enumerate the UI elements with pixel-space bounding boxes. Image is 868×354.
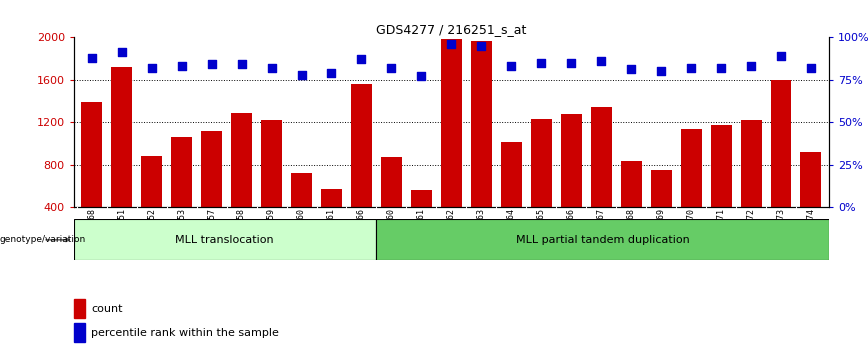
Text: GSM307958: GSM307958	[237, 208, 247, 253]
Point	[595, 58, 608, 64]
Point	[414, 73, 428, 79]
Text: count: count	[91, 304, 122, 314]
Point	[504, 63, 518, 69]
Point	[294, 72, 308, 78]
Text: GSM307966: GSM307966	[357, 208, 366, 253]
Bar	[171, 137, 192, 207]
Text: GSM366160: GSM366160	[387, 208, 396, 253]
Text: GSM366165: GSM366165	[536, 208, 546, 253]
Bar	[441, 39, 462, 207]
Bar	[470, 41, 492, 207]
Text: MLL partial tandem duplication: MLL partial tandem duplication	[516, 235, 689, 245]
Text: GSM366169: GSM366169	[656, 208, 666, 253]
Bar	[711, 125, 732, 207]
Text: GSM307957: GSM307957	[207, 208, 216, 253]
Point	[744, 63, 758, 69]
Point	[475, 43, 489, 48]
Bar	[621, 161, 641, 207]
Text: GSM366172: GSM366172	[746, 208, 755, 253]
Bar	[321, 189, 342, 207]
Bar	[201, 131, 222, 207]
Point	[205, 62, 219, 67]
Bar	[561, 114, 582, 207]
Text: GSM366166: GSM366166	[567, 208, 575, 253]
Point	[774, 53, 788, 59]
Title: GDS4277 / 216251_s_at: GDS4277 / 216251_s_at	[376, 23, 527, 36]
Text: GSM304968: GSM304968	[88, 208, 96, 253]
Text: GSM366163: GSM366163	[477, 208, 486, 253]
Bar	[681, 129, 701, 207]
Text: GSM307953: GSM307953	[177, 208, 186, 253]
Bar	[74, 299, 84, 318]
Bar	[740, 120, 761, 207]
Bar	[82, 102, 102, 207]
Bar	[591, 107, 612, 207]
Bar	[141, 156, 162, 207]
Point	[265, 65, 279, 70]
Bar	[411, 190, 432, 207]
Point	[85, 55, 99, 61]
Point	[354, 56, 368, 62]
Text: GSM366173: GSM366173	[777, 208, 786, 253]
Text: genotype/variation: genotype/variation	[0, 235, 86, 244]
Text: GSM366174: GSM366174	[806, 208, 815, 253]
Point	[535, 60, 549, 65]
Point	[444, 41, 458, 47]
Bar	[771, 80, 792, 207]
Text: GSM366162: GSM366162	[447, 208, 456, 253]
Bar	[376, 219, 829, 260]
Point	[564, 60, 578, 65]
Text: GSM307961: GSM307961	[327, 208, 336, 253]
Point	[234, 62, 248, 67]
Point	[654, 68, 668, 74]
Point	[145, 65, 159, 70]
Bar	[381, 157, 402, 207]
Text: GSM366167: GSM366167	[596, 208, 606, 253]
Text: GSM307952: GSM307952	[148, 208, 156, 253]
Point	[624, 67, 638, 72]
Text: GSM307951: GSM307951	[117, 208, 126, 253]
Bar	[351, 84, 372, 207]
Bar	[501, 142, 522, 207]
Point	[174, 63, 188, 69]
Text: percentile rank within the sample: percentile rank within the sample	[91, 327, 279, 338]
Bar	[651, 170, 672, 207]
Text: GSM307960: GSM307960	[297, 208, 306, 253]
Bar	[74, 219, 376, 260]
Bar	[800, 152, 821, 207]
Bar	[291, 173, 312, 207]
Bar	[111, 67, 132, 207]
Point	[804, 65, 818, 70]
Point	[115, 50, 128, 55]
Bar	[231, 113, 252, 207]
Text: GSM366168: GSM366168	[627, 208, 635, 253]
Text: GSM307959: GSM307959	[267, 208, 276, 253]
Bar	[261, 120, 282, 207]
Text: GSM366164: GSM366164	[507, 208, 516, 253]
Text: GSM366171: GSM366171	[717, 208, 726, 253]
Text: GSM366161: GSM366161	[417, 208, 426, 253]
Point	[714, 65, 728, 70]
Text: MLL translocation: MLL translocation	[175, 235, 274, 245]
Point	[385, 65, 398, 70]
Text: GSM366170: GSM366170	[687, 208, 695, 253]
Point	[684, 65, 698, 70]
Bar	[74, 323, 84, 342]
Point	[325, 70, 339, 76]
Bar	[530, 119, 552, 207]
